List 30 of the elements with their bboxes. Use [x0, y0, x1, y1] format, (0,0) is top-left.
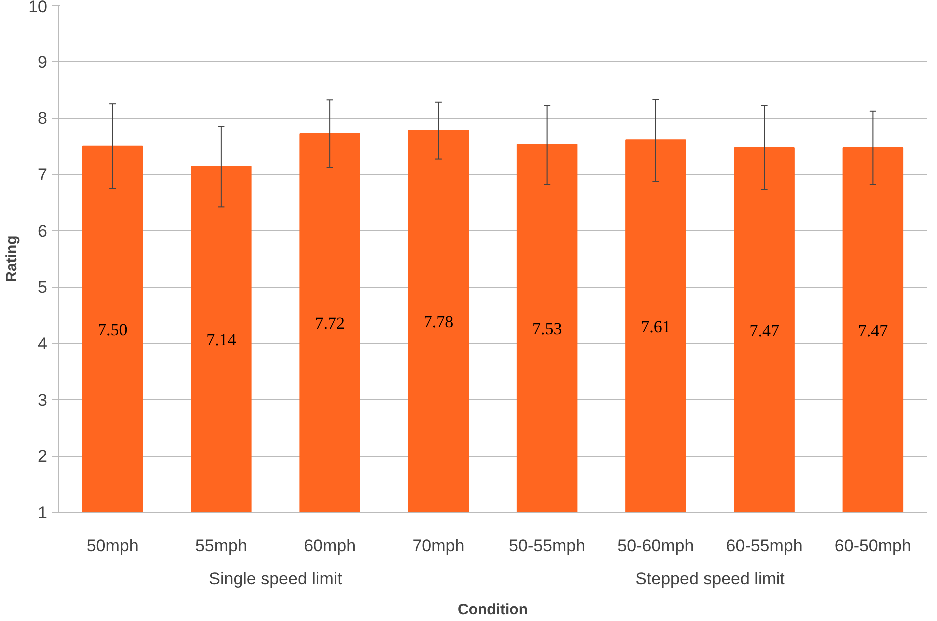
data-label: 7.47: [750, 321, 780, 340]
data-label: 7.78: [424, 312, 454, 332]
y-tick-label: 10: [28, 0, 48, 16]
y-tick-label: 8: [38, 109, 48, 128]
y-tick-label: 2: [38, 447, 48, 466]
x-tick-label: 55mph: [195, 536, 248, 556]
y-tick-label: 3: [38, 390, 48, 410]
data-label: 7.72: [315, 314, 345, 334]
data-label: 7.47: [858, 321, 889, 340]
x-tick-label: 60mph: [304, 536, 356, 556]
y-tick-label: 5: [38, 278, 48, 298]
y-tick-label: 1: [38, 504, 48, 522]
x-tick-label: 70mph: [412, 536, 465, 556]
y-tick-label: 9: [38, 52, 48, 72]
x-tick-label: 50mph: [86, 536, 139, 556]
y-tick-label: 7: [38, 166, 48, 184]
data-label: 7.14: [206, 330, 237, 350]
text: Single speed limit: [209, 570, 343, 588]
y-tick-label: 6: [38, 222, 48, 241]
x-tick-label: 50-55mph: [509, 536, 586, 556]
x-tick-label: 60-50mph: [834, 536, 912, 556]
x-tick-label: 50-60mph: [618, 536, 694, 556]
data-label: 7.53: [532, 320, 562, 339]
y-tick-label: 4: [38, 334, 48, 354]
y-axis-title: Rating: [4, 236, 21, 282]
text: Stepped speed limit: [636, 570, 786, 588]
data-label: 7.50: [98, 320, 128, 340]
x-axis-title: Condition: [458, 602, 528, 618]
x-tick-label: 60-55mph: [726, 536, 803, 556]
data-label: 7.61: [641, 317, 671, 336]
